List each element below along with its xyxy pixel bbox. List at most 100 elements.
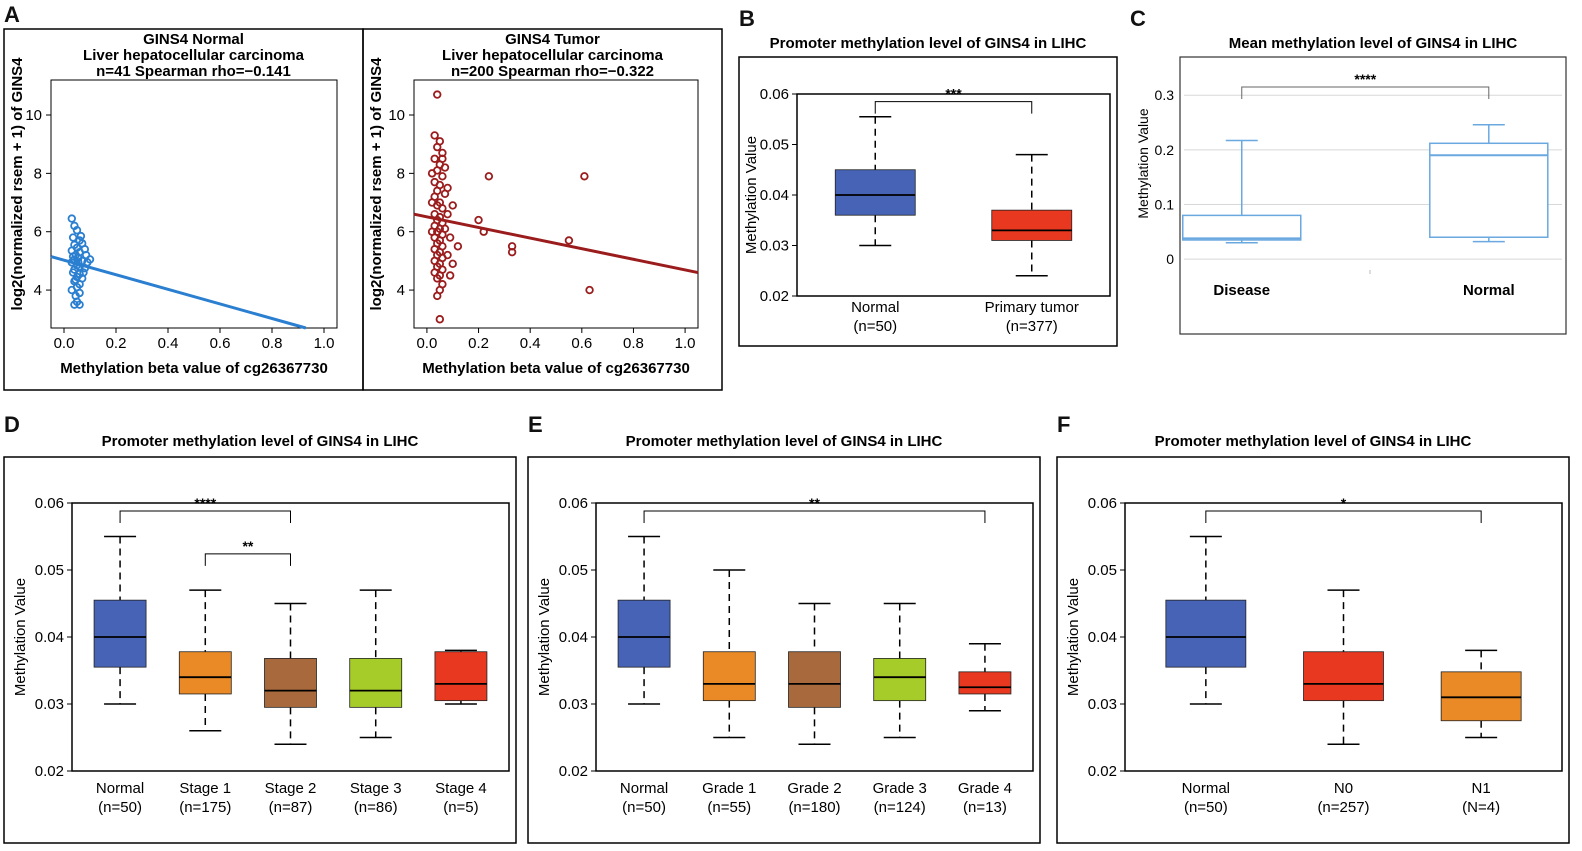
panel-d-title: Promoter methylation level of GINS4 in L… xyxy=(102,433,419,450)
category-label: Normal xyxy=(620,780,668,797)
box-normal xyxy=(617,599,671,668)
y-tick-label: 10 xyxy=(25,107,42,124)
y-tick-label: 0.04 xyxy=(760,187,789,204)
data-point xyxy=(443,250,452,260)
panel-a-subtitle-1: GINS4 Normal xyxy=(143,31,244,48)
y-tick-label: 8 xyxy=(34,165,42,182)
category-count: (n=175) xyxy=(179,799,231,816)
panel-a2-subtitle-2: Liver hepatocellular carcinoma xyxy=(442,47,664,64)
category-count: (n=50) xyxy=(853,318,897,335)
category-label: Grade 2 xyxy=(787,780,841,797)
y-tick-label: 6 xyxy=(397,224,405,241)
y-tick-label: 0.04 xyxy=(35,629,64,646)
panel-label-c: C xyxy=(1130,6,1146,31)
panel-f-title: Promoter methylation level of GINS4 in L… xyxy=(1155,433,1472,450)
y-tick-label: 0 xyxy=(1166,251,1174,267)
data-point xyxy=(435,315,445,324)
panel-a2-plot-area xyxy=(413,79,699,329)
significance-label: ** xyxy=(809,495,820,511)
category-label: Stage 3 xyxy=(350,780,402,797)
data-point xyxy=(79,268,88,277)
panel-d-frame xyxy=(3,456,517,844)
box-stage-1 xyxy=(178,651,232,695)
data-point xyxy=(445,271,455,280)
data-point xyxy=(71,275,80,285)
data-point xyxy=(81,250,91,260)
y-tick-label: 0.05 xyxy=(1088,562,1117,579)
data-point xyxy=(67,214,76,223)
category-count: (n=5) xyxy=(443,799,478,816)
panel-e-frame xyxy=(527,456,1041,844)
data-point xyxy=(564,236,574,245)
data-point xyxy=(507,247,517,257)
box-normal xyxy=(1165,599,1247,668)
x-tick-label: 1.0 xyxy=(675,335,696,352)
category-count: (n=55) xyxy=(707,799,751,816)
data-point xyxy=(479,227,488,236)
data-point xyxy=(430,154,439,163)
significance-bracket xyxy=(874,101,1033,114)
category-label: Grade 4 xyxy=(958,780,1012,797)
box-grade-1 xyxy=(702,651,756,702)
significance-bracket xyxy=(1241,86,1490,100)
category-label: Normal xyxy=(1182,780,1230,797)
x-tick-label: 0.2 xyxy=(106,335,127,352)
category-label: N0 xyxy=(1334,780,1353,797)
y-tick-label: 0.2 xyxy=(1155,142,1175,158)
data-point xyxy=(67,285,76,295)
panel-label-a: A xyxy=(4,2,20,27)
panel-a-x-axis-label: Methylation beta value of cg26367730 xyxy=(60,360,328,377)
data-point xyxy=(74,258,83,267)
box-n0 xyxy=(1303,651,1384,702)
data-point xyxy=(585,285,594,295)
category-count: (n=50) xyxy=(1184,799,1228,816)
data-point xyxy=(70,300,79,309)
category-count: (n=124) xyxy=(874,799,926,816)
category-count: (n=377) xyxy=(1006,318,1058,335)
y-tick-label: 0.1 xyxy=(1155,196,1175,212)
significance-bracket xyxy=(204,553,291,566)
y-tick-label: 0.03 xyxy=(559,696,588,713)
box-normal xyxy=(834,169,916,216)
category-label: Normal xyxy=(1463,282,1515,299)
data-point xyxy=(443,210,452,219)
data-point xyxy=(453,242,463,251)
box-grade-4 xyxy=(958,671,1012,695)
panel-c-y-axis-label: Methylation Value xyxy=(1135,108,1151,218)
panel-b-frame xyxy=(738,56,1118,347)
data-point xyxy=(75,300,84,309)
x-tick-label: 0.4 xyxy=(520,335,541,352)
y-tick-label: 4 xyxy=(34,282,42,299)
data-point xyxy=(448,201,457,210)
category-label: N1 xyxy=(1472,780,1491,797)
panel-d-y-axis-label: Methylation Value xyxy=(12,578,29,696)
data-point xyxy=(445,233,455,242)
category-count: (n=13) xyxy=(963,799,1007,816)
panel-a-regression-line xyxy=(50,255,307,330)
data-point xyxy=(580,172,589,181)
x-tick-label: 0.0 xyxy=(416,335,437,352)
y-tick-label: 0.03 xyxy=(35,696,64,713)
panel-label-e: E xyxy=(528,412,543,437)
category-label: Disease xyxy=(1213,282,1270,299)
box-stage-4 xyxy=(434,651,488,702)
panel-label-f: F xyxy=(1057,412,1071,437)
category-label: Stage 1 xyxy=(179,780,231,797)
panel-a-subtitle-2: Liver hepatocellular carcinoma xyxy=(83,47,305,64)
category-count: (n=50) xyxy=(98,799,142,816)
data-point xyxy=(433,291,442,301)
x-tick-label: 0.6 xyxy=(210,335,231,352)
panel-b-title: Promoter methylation level of GINS4 in L… xyxy=(770,35,1087,52)
panel-e-title: Promoter methylation level of GINS4 in L… xyxy=(626,433,943,450)
panel-a-y-axis-label: log2(normalized rsem + 1) of GINS4 xyxy=(9,57,26,311)
x-tick-label: 0.8 xyxy=(262,335,283,352)
data-point xyxy=(438,154,447,163)
y-tick-label: 0.06 xyxy=(760,86,789,103)
panel-a-plot-area xyxy=(50,79,338,329)
y-tick-label: 0.04 xyxy=(1088,629,1117,646)
data-point xyxy=(72,226,82,235)
y-tick-label: 10 xyxy=(388,107,405,124)
x-tick-label: 0.4 xyxy=(158,335,179,352)
y-tick-label: 0.06 xyxy=(1088,495,1117,512)
